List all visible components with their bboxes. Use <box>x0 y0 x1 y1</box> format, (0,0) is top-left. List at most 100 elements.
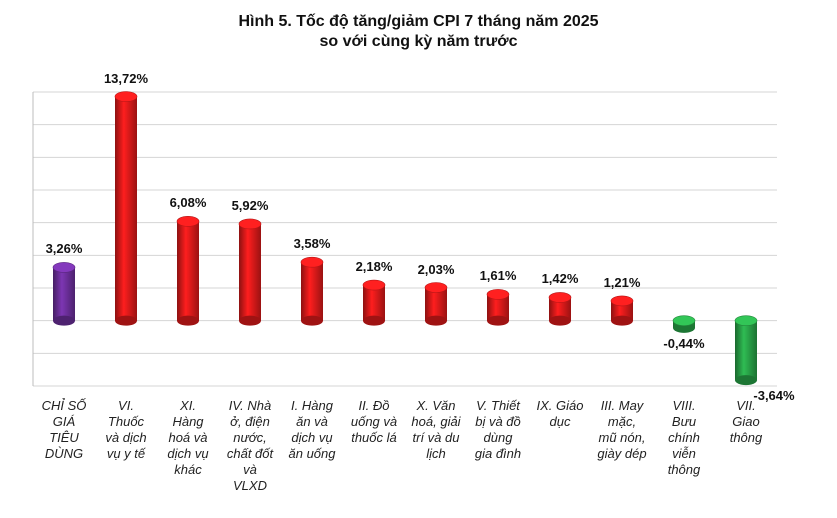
category-label-line: ở, điện <box>230 414 270 429</box>
bar <box>363 285 385 321</box>
data-label: 1,42% <box>541 271 579 287</box>
category-label: III. May mặc, mũ nón, giày dép <box>592 398 652 462</box>
category-label: IX. Giáo dục <box>530 398 590 430</box>
chart-title-line-1: Hình 5. Tốc độ tăng/giảm CPI 7 tháng năm… <box>238 13 599 30</box>
bar <box>177 221 199 321</box>
data-label: 5,92% <box>231 197 269 213</box>
data-label: 3,26% <box>45 241 83 257</box>
category-label-line: giày dép <box>597 446 647 461</box>
category-label: IV. Nhà ở, điện nước, chất đốt và VLXD <box>220 398 280 494</box>
category-label: I. Hàng ăn và dịch vụ ăn uống <box>282 398 342 462</box>
bar-cap <box>362 279 386 291</box>
category-label-line: chính <box>668 430 700 445</box>
bar-cap <box>300 256 324 268</box>
bar <box>53 267 75 321</box>
category-label-line: Bưu <box>671 414 697 429</box>
category-label: VI. Thuốc và dịch vụ y tế <box>96 398 156 462</box>
category-label-line: DÙNG <box>44 446 84 461</box>
category-label-line: lịch <box>426 446 446 461</box>
data-label: 1,21% <box>603 274 641 290</box>
category-label-line: mũ nón, <box>598 430 646 445</box>
category-label-line: CHỈ SỐ <box>41 398 87 413</box>
category-label-line: VIII. <box>672 398 696 413</box>
bar-base <box>53 315 75 326</box>
category-label-line: gia đình <box>474 446 522 461</box>
bar-base <box>487 315 509 326</box>
bar <box>549 297 571 321</box>
data-label: 2,03% <box>417 261 455 277</box>
category-label: VIII. Bưu chính viễn thông <box>654 398 714 478</box>
category-label-line: VLXD <box>233 478 267 493</box>
category-label: V. Thiết bị và đồ dùng gia đình <box>468 398 528 462</box>
category-label-line: Giao <box>732 414 760 429</box>
bar-cap <box>424 282 448 293</box>
category-label-line: Hàng <box>172 414 204 429</box>
bar <box>487 294 509 321</box>
category-label-line: II. Đồ <box>358 398 390 413</box>
category-label-line: bị và đồ <box>475 414 521 429</box>
data-label: -0,44% <box>663 335 705 351</box>
category-label-line: ăn uống <box>288 446 336 461</box>
category-label-line: chất đốt <box>226 446 274 461</box>
category-label-line: I. Hàng <box>291 398 333 413</box>
category-label-line: GIÁ <box>52 414 76 429</box>
bar-cap <box>114 91 138 102</box>
bar-cap <box>176 216 200 227</box>
category-label-line: khác <box>174 462 202 477</box>
data-label: -3,64% <box>753 388 795 404</box>
data-label: 3,58% <box>293 236 331 252</box>
category-label-line: dục <box>549 414 571 429</box>
bar-cap <box>548 292 572 303</box>
bar-base <box>239 315 261 326</box>
bar <box>301 262 323 321</box>
data-label: 6,08% <box>169 195 207 211</box>
category-label-line: trí và du <box>412 430 460 445</box>
data-label: 2,18% <box>355 259 393 275</box>
category-label: XI. Hàng hoá và dịch vụ khác <box>158 398 218 478</box>
bar <box>735 320 757 381</box>
category-label-line: dịch vụ <box>167 446 209 461</box>
bar-cap <box>238 218 262 230</box>
category-label-line: Thuốc <box>107 414 145 429</box>
category-label: CHỈ SỐ GIÁ TIÊU DÙNG <box>34 398 94 462</box>
category-label-line: XI. <box>180 398 196 413</box>
category-label: X. Văn hoá, giải trí và du lịch <box>406 398 466 462</box>
bar-base <box>177 315 199 326</box>
bar <box>425 287 447 321</box>
category-label-line: hoá và <box>168 430 208 445</box>
category-label-line: thông <box>667 462 701 477</box>
bar-cap <box>672 315 696 326</box>
bar-base <box>363 315 385 326</box>
category-label-line: III. May <box>600 398 644 413</box>
bar-cap <box>52 262 76 273</box>
category-label-line: IX. Giáo <box>536 398 584 413</box>
bar <box>115 96 137 321</box>
category-label-line: ăn và <box>296 414 328 429</box>
bar-base <box>673 322 695 333</box>
bar-base <box>735 375 757 386</box>
bar-cap <box>734 315 758 326</box>
category-label: VII. Giao thông <box>716 398 776 446</box>
category-label-line: dùng <box>483 430 513 445</box>
category-label-line: và dịch <box>105 430 147 445</box>
bar-cap <box>486 289 510 300</box>
category-label-line: nước, <box>233 430 267 445</box>
category-label-line: TIÊU <box>49 430 79 445</box>
category-label-line: VII. <box>736 398 756 413</box>
data-label: 13,72% <box>103 70 149 86</box>
category-label-line: uống và <box>350 414 398 429</box>
bar-base <box>611 315 633 326</box>
category-label-line: viễn <box>672 446 696 461</box>
bar-base <box>115 315 137 326</box>
chart-title-line-2: so với cùng kỳ năm trước <box>319 33 518 50</box>
category-label-line: V. Thiết <box>476 398 520 413</box>
category-label: II. Đồ uống và thuốc lá <box>344 398 404 446</box>
category-label-line: vụ y tế <box>106 446 146 461</box>
bar-cap <box>610 295 634 307</box>
category-label-line: thông <box>729 430 763 445</box>
category-label-line: và <box>243 462 257 477</box>
bar <box>611 300 633 321</box>
category-label-line: thuốc lá <box>351 430 397 445</box>
category-label-line: hoá, giải <box>411 414 461 429</box>
